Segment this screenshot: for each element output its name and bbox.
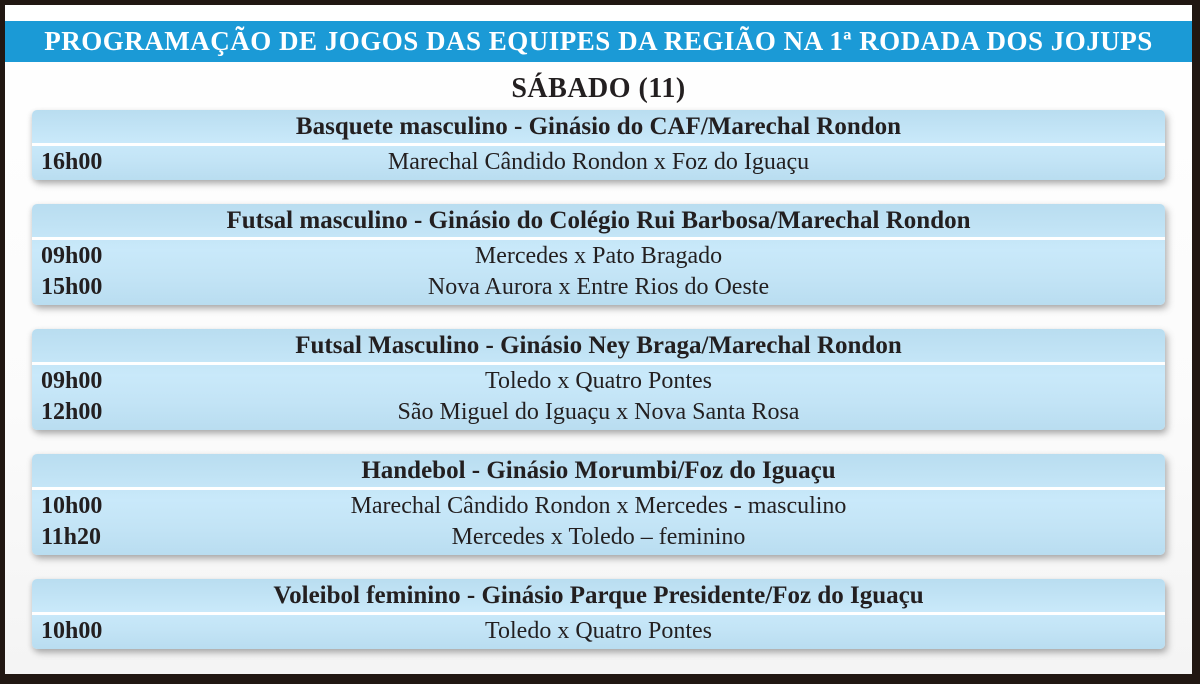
sections: Basquete masculino - Ginásio do CAF/Mare…	[5, 110, 1192, 649]
game-match: Marechal Cândido Rondon x Mercedes - mas…	[350, 493, 847, 519]
game-time: 09h00	[41, 368, 103, 394]
game-match: São Miguel do Iguaçu x Nova Santa Rosa	[397, 399, 800, 425]
game-row: 10h00 Marechal Cândido Rondon x Mercedes…	[32, 491, 1165, 522]
section-title: Futsal Masculino - Ginásio Ney Braga/Mar…	[32, 329, 1165, 365]
game-time: 10h00	[41, 618, 103, 644]
game-match: Toledo x Quatro Pontes	[485, 618, 712, 644]
game-time: 10h00	[41, 493, 103, 519]
section-rows: 16h00 Marechal Cândido Rondon x Foz do I…	[32, 147, 1165, 178]
section-rows: 10h00 Marechal Cândido Rondon x Mercedes…	[32, 491, 1165, 553]
game-time: 09h00	[41, 243, 103, 269]
game-row: 09h00 Mercedes x Pato Bragado	[32, 241, 1165, 272]
schedule-section: Basquete masculino - Ginásio do CAF/Mare…	[32, 110, 1165, 180]
banner-title: PROGRAMAÇÃO DE JOGOS DAS EQUIPES DA REGI…	[5, 21, 1192, 62]
section-title: Futsal masculino - Ginásio do Colégio Ru…	[32, 204, 1165, 240]
game-time: 11h20	[41, 524, 102, 550]
section-title: Handebol - Ginásio Morumbi/Foz do Iguaçu	[32, 454, 1165, 490]
game-time: 16h00	[41, 149, 103, 175]
section-rows: 09h00 Mercedes x Pato Bragado 15h00 Nova…	[32, 241, 1165, 303]
game-row: 11h20 Mercedes x Toledo – feminino	[32, 522, 1165, 553]
schedule-section: Voleibol feminino - Ginásio Parque Presi…	[32, 579, 1165, 649]
game-match: Marechal Cândido Rondon x Foz do Iguaçu	[387, 149, 810, 175]
game-time: 12h00	[41, 399, 103, 425]
game-row: 12h00 São Miguel do Iguaçu x Nova Santa …	[32, 397, 1165, 428]
section-rows: 10h00 Toledo x Quatro Pontes	[32, 616, 1165, 647]
game-row: 16h00 Marechal Cândido Rondon x Foz do I…	[32, 147, 1165, 178]
game-row: 09h00 Toledo x Quatro Pontes	[32, 366, 1165, 397]
game-row: 10h00 Toledo x Quatro Pontes	[32, 616, 1165, 647]
game-match: Nova Aurora x Entre Rios do Oeste	[427, 274, 770, 300]
section-rows: 09h00 Toledo x Quatro Pontes 12h00 São M…	[32, 366, 1165, 428]
game-row: 15h00 Nova Aurora x Entre Rios do Oeste	[32, 272, 1165, 303]
section-title: Basquete masculino - Ginásio do CAF/Mare…	[32, 110, 1165, 146]
section-title: Voleibol feminino - Ginásio Parque Presi…	[32, 579, 1165, 615]
schedule-section: Futsal masculino - Ginásio do Colégio Ru…	[32, 204, 1165, 305]
schedule-section: Futsal Masculino - Ginásio Ney Braga/Mar…	[32, 329, 1165, 430]
schedule-section: Handebol - Ginásio Morumbi/Foz do Iguaçu…	[32, 454, 1165, 555]
game-match: Toledo x Quatro Pontes	[485, 368, 712, 394]
game-time: 15h00	[41, 274, 103, 300]
day-title: SÁBADO (11)	[511, 73, 686, 104]
game-match: Mercedes x Pato Bragado	[474, 243, 723, 269]
game-match: Mercedes x Toledo – feminino	[451, 524, 746, 550]
